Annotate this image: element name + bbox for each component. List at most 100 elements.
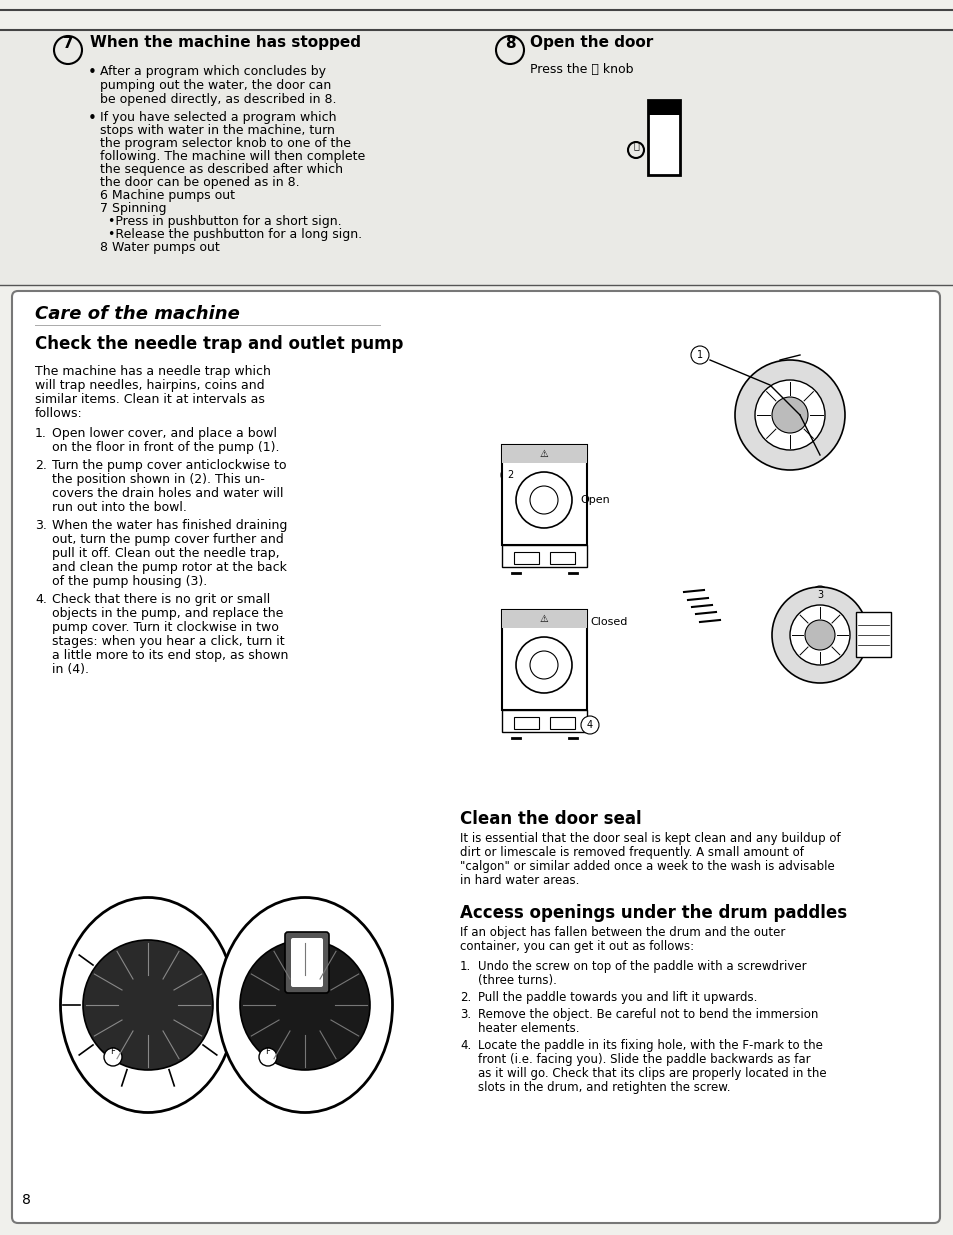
FancyBboxPatch shape xyxy=(12,291,939,1223)
Text: be opened directly, as described in 8.: be opened directly, as described in 8. xyxy=(100,93,336,106)
Text: •Press in pushbutton for a short sign.: •Press in pushbutton for a short sign. xyxy=(100,215,341,228)
Text: in (4).: in (4). xyxy=(52,663,89,676)
Circle shape xyxy=(500,466,518,484)
Circle shape xyxy=(258,1049,276,1066)
Text: Clean the door seal: Clean the door seal xyxy=(459,810,641,827)
Text: Access openings under the drum paddles: Access openings under the drum paddles xyxy=(459,904,846,923)
Text: pump cover. Turn it clockwise in two: pump cover. Turn it clockwise in two xyxy=(52,621,278,634)
Circle shape xyxy=(771,587,867,683)
Bar xyxy=(501,545,586,567)
Text: The machine has a needle trap which: The machine has a needle trap which xyxy=(35,366,271,378)
Text: F: F xyxy=(111,1047,115,1056)
Text: on the floor in front of the pump (1).: on the floor in front of the pump (1). xyxy=(52,441,279,454)
Text: pull it off. Clean out the needle trap,: pull it off. Clean out the needle trap, xyxy=(52,547,279,559)
Text: When the water has finished draining: When the water has finished draining xyxy=(52,519,287,532)
Text: "calgon" or similar added once a week to the wash is advisable: "calgon" or similar added once a week to… xyxy=(459,860,834,873)
Circle shape xyxy=(789,605,849,664)
Text: F: F xyxy=(265,1047,270,1056)
Circle shape xyxy=(83,940,213,1070)
Text: 4.: 4. xyxy=(459,1039,471,1052)
Text: 3: 3 xyxy=(816,590,822,600)
Text: 4: 4 xyxy=(586,720,593,730)
Text: 2.: 2. xyxy=(35,459,47,472)
Text: 1.: 1. xyxy=(35,427,47,440)
Text: and clean the pump rotor at the back: and clean the pump rotor at the back xyxy=(52,561,287,574)
Text: 2: 2 xyxy=(506,471,513,480)
Text: run out into the bowl.: run out into the bowl. xyxy=(52,501,187,514)
Text: ⚠: ⚠ xyxy=(539,450,548,459)
Bar xyxy=(647,100,679,115)
Text: similar items. Clean it at intervals as: similar items. Clean it at intervals as xyxy=(35,393,265,406)
Text: front (i.e. facing you). Slide the paddle backwards as far: front (i.e. facing you). Slide the paddl… xyxy=(477,1053,810,1066)
Text: Open lower cover, and place a bowl: Open lower cover, and place a bowl xyxy=(52,427,276,440)
Circle shape xyxy=(580,716,598,734)
Text: Pull the paddle towards you and lift it upwards.: Pull the paddle towards you and lift it … xyxy=(477,990,757,1004)
Text: following. The machine will then complete: following. The machine will then complet… xyxy=(100,149,365,163)
Text: (three turns).: (three turns). xyxy=(477,974,557,987)
Text: out, turn the pump cover further and: out, turn the pump cover further and xyxy=(52,534,283,546)
Text: ⚠: ⚠ xyxy=(539,614,548,624)
Text: 1: 1 xyxy=(697,350,702,359)
Text: Press the ⓘ knob: Press the ⓘ knob xyxy=(530,63,633,77)
Text: Open the door: Open the door xyxy=(530,36,653,51)
Text: 1.: 1. xyxy=(459,960,471,973)
Text: objects in the pump, and replace the: objects in the pump, and replace the xyxy=(52,606,283,620)
Circle shape xyxy=(240,940,370,1070)
Text: Closed: Closed xyxy=(589,618,627,627)
Ellipse shape xyxy=(217,898,392,1113)
Text: Care of the machine: Care of the machine xyxy=(35,305,239,324)
Bar xyxy=(501,710,586,732)
Bar xyxy=(501,610,586,710)
Text: 4.: 4. xyxy=(35,593,47,606)
Text: pumping out the water, the door can: pumping out the water, the door can xyxy=(100,79,331,91)
Text: the door can be opened as in 8.: the door can be opened as in 8. xyxy=(100,177,299,189)
Text: Open: Open xyxy=(579,495,609,505)
Text: covers the drain holes and water will: covers the drain holes and water will xyxy=(52,487,283,500)
Text: •: • xyxy=(88,111,97,126)
Text: 2.: 2. xyxy=(459,990,471,1004)
Text: stages: when you hear a click, turn it: stages: when you hear a click, turn it xyxy=(52,635,284,648)
Text: Undo the screw on top of the paddle with a screwdriver: Undo the screw on top of the paddle with… xyxy=(477,960,806,973)
Bar xyxy=(550,718,575,729)
Bar xyxy=(514,718,538,729)
Text: When the machine has stopped: When the machine has stopped xyxy=(90,36,360,51)
Text: heater elements.: heater elements. xyxy=(477,1023,578,1035)
Text: If you have selected a program which: If you have selected a program which xyxy=(100,111,336,124)
Text: the sequence as described after which: the sequence as described after which xyxy=(100,163,343,177)
Text: 8 Water pumps out: 8 Water pumps out xyxy=(100,241,219,254)
Text: •Release the pushbutton for a long sign.: •Release the pushbutton for a long sign. xyxy=(100,228,362,241)
Bar xyxy=(514,552,538,564)
Text: 8: 8 xyxy=(504,36,515,51)
Text: Turn the pump cover anticlockwise to: Turn the pump cover anticlockwise to xyxy=(52,459,286,472)
Text: 7: 7 xyxy=(63,36,73,51)
Ellipse shape xyxy=(60,898,235,1113)
Circle shape xyxy=(734,359,844,471)
Text: stops with water in the machine, turn: stops with water in the machine, turn xyxy=(100,124,335,137)
Text: container, you can get it out as follows:: container, you can get it out as follows… xyxy=(459,940,694,953)
Bar xyxy=(0,30,953,285)
Text: 3.: 3. xyxy=(35,519,47,532)
Text: Locate the paddle in its fixing hole, with the F-mark to the: Locate the paddle in its fixing hole, wi… xyxy=(477,1039,822,1052)
Bar xyxy=(501,445,586,545)
Bar xyxy=(550,552,575,564)
Text: dirt or limescale is removed frequently. A small amount of: dirt or limescale is removed frequently.… xyxy=(459,846,803,860)
Text: Check that there is no grit or small: Check that there is no grit or small xyxy=(52,593,270,606)
Bar xyxy=(855,613,890,657)
Text: 7 Spinning: 7 Spinning xyxy=(100,203,167,215)
Bar xyxy=(501,610,586,629)
Text: 6 Machine pumps out: 6 Machine pumps out xyxy=(100,189,234,203)
Text: follows:: follows: xyxy=(35,408,83,420)
Text: will trap needles, hairpins, coins and: will trap needles, hairpins, coins and xyxy=(35,379,264,391)
Text: Check the needle trap and outlet pump: Check the needle trap and outlet pump xyxy=(35,335,403,353)
Text: slots in the drum, and retighten the screw.: slots in the drum, and retighten the scr… xyxy=(477,1081,730,1094)
Text: the program selector knob to one of the: the program selector knob to one of the xyxy=(100,137,351,149)
Circle shape xyxy=(810,585,828,604)
Text: If an object has fallen between the drum and the outer: If an object has fallen between the drum… xyxy=(459,926,784,939)
Circle shape xyxy=(804,620,834,650)
Text: 3.: 3. xyxy=(459,1008,471,1021)
Text: the position shown in (2). This un-: the position shown in (2). This un- xyxy=(52,473,265,487)
Text: a little more to its end stop, as shown: a little more to its end stop, as shown xyxy=(52,650,288,662)
Text: of the pump housing (3).: of the pump housing (3). xyxy=(52,576,207,588)
Text: Remove the object. Be careful not to bend the immersion: Remove the object. Be careful not to ben… xyxy=(477,1008,818,1021)
FancyBboxPatch shape xyxy=(285,932,329,993)
